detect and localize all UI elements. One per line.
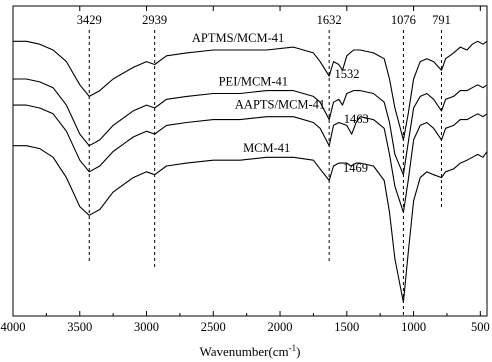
spectra <box>13 40 488 303</box>
x-tick-label-1500: 1500 <box>334 320 359 334</box>
reference-label-3429: 3429 <box>77 13 102 27</box>
x-tick-label-3000: 3000 <box>134 320 159 334</box>
series-label-3: AAPTS/MCM-41 <box>235 98 325 112</box>
x-tick-label-1000: 1000 <box>401 320 426 334</box>
spectrum-line-3 <box>13 104 488 213</box>
x-tick-label-2000: 2000 <box>268 320 293 334</box>
x-axis-label-sup: -1 <box>289 343 297 353</box>
series-labels: APTMS/MCM-41 PEI/MCM-41 AAPTS/MCM-41 MCM-41 <box>192 31 325 155</box>
peak-label-1532: 1532 <box>335 67 360 81</box>
x-axis-label-close: ) <box>296 344 300 359</box>
x-axis: 4000 3500 3000 2500 2000 1500 1000 500 <box>1 6 490 334</box>
reference-label-791: 791 <box>432 13 451 27</box>
reference-label-1076: 1076 <box>391 13 416 27</box>
series-label-1: APTMS/MCM-41 <box>192 31 284 45</box>
peak-labels: 1532 1463 1469 <box>335 67 369 175</box>
x-axis-label: Wavenumber(cm-1) <box>199 343 300 359</box>
series-label-2: PEI/MCM-41 <box>219 75 288 89</box>
reference-lines <box>88 30 442 316</box>
x-tick-label-4000: 4000 <box>1 320 26 334</box>
reference-label-1632: 1632 <box>317 13 342 27</box>
peak-label-1463: 1463 <box>344 112 369 126</box>
peak-label-1469: 1469 <box>343 161 368 175</box>
x-axis-label-main: Wavenumber(cm <box>199 344 288 359</box>
reference-label-2939: 2939 <box>142 13 167 27</box>
x-tick-label-2500: 2500 <box>201 320 226 334</box>
spectrum-line-2 <box>13 78 488 176</box>
spectrum-line-4 <box>13 145 488 303</box>
spectrum-line-1 <box>13 40 488 141</box>
x-tick-label-3500: 3500 <box>67 320 92 334</box>
x-tick-label-500: 500 <box>471 320 490 334</box>
series-label-4: MCM-41 <box>243 141 290 155</box>
reference-labels: 3429 2939 1632 1076 791 <box>77 13 451 27</box>
plot-frame <box>12 5 488 317</box>
